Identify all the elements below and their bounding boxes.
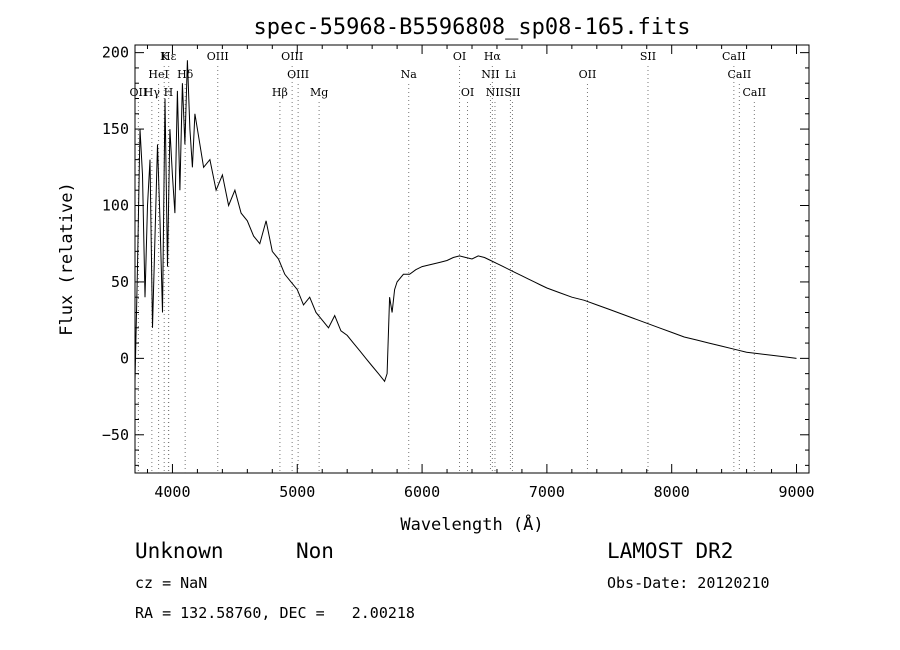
spectral-line-label: K <box>160 50 169 63</box>
spectral-line-label: Na <box>401 68 418 81</box>
y-tick-label: 200 <box>102 44 129 62</box>
y-axis: −50 0 50 100 150 200 <box>102 44 809 466</box>
spectral-line-label: OIII <box>281 50 303 63</box>
spectral-line-label: Hβ <box>272 86 288 99</box>
spectral-line-label: SII <box>504 86 520 99</box>
spectral-line-label: Hδ <box>177 68 194 81</box>
spectral-line-label: Li <box>505 68 516 81</box>
subclass-label: Non <box>296 539 334 563</box>
survey-label: LAMOST DR2 <box>607 539 734 563</box>
spectral-line-label: OII <box>579 68 597 81</box>
x-tick-label: 8000 <box>654 483 690 501</box>
spectral-line-label: CaII <box>728 68 752 81</box>
y-tick-label: 50 <box>111 273 129 291</box>
spectral-line-label: OI <box>461 86 474 99</box>
spectral-line-label: HeI <box>148 68 168 81</box>
x-tick-label: 4000 <box>154 483 190 501</box>
spectral-line-label: OIII <box>207 50 229 63</box>
x-axis: 4000 5000 6000 7000 8000 9000 <box>146 45 815 501</box>
chart-title: spec-55968-B5596808_sp08-165.fits <box>253 15 690 40</box>
spectral-line-label: SII <box>640 50 656 63</box>
class-label: Unknown <box>135 539 224 563</box>
spectral-line-label: H <box>164 86 174 99</box>
x-tick-label: 6000 <box>404 483 440 501</box>
y-tick-label: 100 <box>102 197 129 215</box>
x-tick-label: 7000 <box>529 483 565 501</box>
spectral-line-label: NII <box>481 68 499 81</box>
obs-date-text: Obs-Date: 20120210 <box>607 574 770 592</box>
spectral-line-label: CaII <box>742 86 766 99</box>
spectrum-line <box>134 60 797 383</box>
spectral-line-label: NII <box>486 86 504 99</box>
y-tick-label: 150 <box>102 120 129 138</box>
y-tick-label: 0 <box>120 349 129 367</box>
x-tick-label: 9000 <box>778 483 814 501</box>
spectral-line-label: OIII <box>287 68 309 81</box>
redshift-text: cz = NaN <box>135 574 208 592</box>
spectral-line-label: OI <box>453 50 466 63</box>
coordinates-text: RA = 132.58760, DEC = 2.00218 <box>135 604 415 622</box>
x-axis-label: Wavelength (Å) <box>400 513 543 535</box>
y-tick-label: −50 <box>102 426 129 444</box>
y-axis-label: Flux (relative) <box>57 182 77 336</box>
spectral-line-label: Mg <box>310 86 328 99</box>
spectral-line-label: Hγ <box>144 86 161 99</box>
spectral-line-label: OII <box>130 86 148 99</box>
x-tick-label: 5000 <box>279 483 315 501</box>
spectral-line-label: Hα <box>484 50 502 63</box>
spectral-line-label: CaII <box>722 50 746 63</box>
